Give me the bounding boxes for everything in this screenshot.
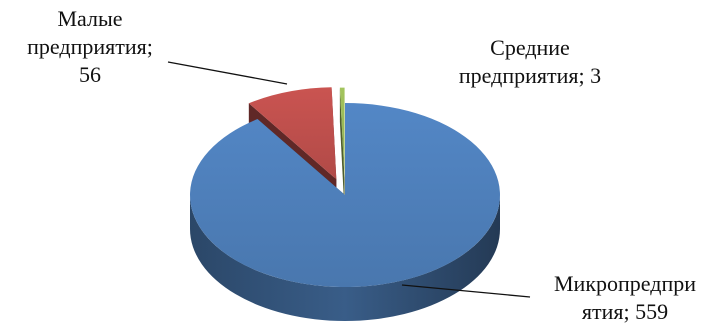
- pie-slice-micro: [190, 103, 500, 321]
- data-label-line: предприятия;: [27, 34, 153, 59]
- data-label-line: Микропредпри: [554, 271, 696, 296]
- leader-line-small: [167, 61, 288, 85]
- data-label-line: 56: [79, 62, 101, 87]
- data-label-line: предприятия; 3: [459, 63, 601, 88]
- data-label-line: Средние: [490, 35, 570, 60]
- data-label-micro: Микропредпри ятия; 559: [554, 271, 696, 324]
- pie-slice-top-small: [248, 87, 337, 180]
- pie-slice-side-micro: [190, 195, 500, 321]
- data-label-small: Малые предприятия; 56: [27, 6, 153, 87]
- data-label-line: ятия; 559: [582, 299, 668, 324]
- pie-slice-top-medium: [339, 87, 345, 180]
- leader-line-micro: [401, 284, 531, 298]
- data-label-medium: Средние предприятия; 3: [459, 35, 601, 88]
- pie-slice-top-micro: [190, 103, 500, 287]
- pie-slice-cutface-medium-0: [339, 87, 345, 214]
- data-label-line: Малые: [57, 6, 122, 31]
- pie-slice-medium: [339, 87, 345, 214]
